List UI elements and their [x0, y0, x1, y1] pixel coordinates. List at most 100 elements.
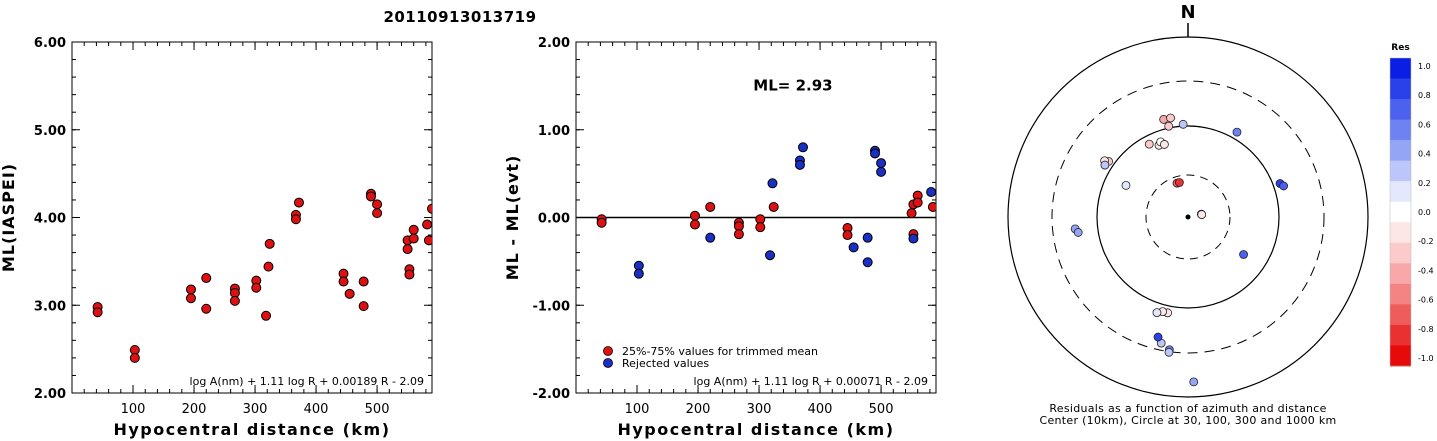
- data-point: [372, 199, 383, 210]
- legend-marker: [603, 358, 613, 368]
- station-marker: [1073, 228, 1083, 237]
- polar-caption-2: Center (10km), Circle at 30, 100, 300 an…: [1039, 414, 1336, 427]
- data-point: [293, 197, 304, 208]
- colorbar-cell: [1390, 324, 1411, 346]
- data-point: [912, 197, 923, 208]
- data-point: [876, 166, 887, 177]
- formula-text: log A(nm) + 1.11 log R + 0.00189 R - 2.0…: [190, 375, 424, 388]
- data-point: [264, 238, 275, 249]
- station-marker: [1189, 377, 1199, 387]
- station-marker: [1164, 121, 1174, 131]
- data-point: [402, 244, 413, 255]
- station-marker: [1174, 178, 1184, 187]
- station-marker: [1152, 308, 1162, 318]
- data-point: [290, 214, 301, 225]
- y-tick-label: -2.00: [533, 387, 570, 402]
- data-point: [926, 187, 936, 198]
- ring-300km: [1051, 80, 1325, 354]
- station-marker: [1178, 119, 1188, 129]
- y-tick-label: -1.00: [533, 299, 570, 314]
- colorbar-cell: [1390, 283, 1411, 305]
- data-point: [408, 233, 419, 244]
- page-title: 20110913013719: [383, 8, 537, 26]
- colorbar-tick-label: 0.2: [1418, 179, 1431, 188]
- station-marker: [1121, 180, 1131, 190]
- colorbar-cell: [1390, 304, 1411, 326]
- station-marker: [1153, 332, 1163, 342]
- data-point: [358, 276, 369, 287]
- data-point: [842, 230, 853, 241]
- legend-label: 25%-75% values for trimmed mean: [622, 345, 818, 358]
- data-point: [689, 210, 700, 221]
- colorbar-tick-label: -1.0: [1418, 354, 1434, 363]
- x-tick-label: 400: [304, 402, 329, 417]
- ml-annotation: ML= 2.93: [753, 76, 832, 94]
- y-tick-label: 1.00: [538, 124, 570, 139]
- data-point: [794, 159, 805, 170]
- data-point: [408, 224, 419, 235]
- data-point: [596, 217, 607, 228]
- y-tick-label: 6.00: [34, 36, 66, 51]
- colorbar-cell: [1390, 140, 1411, 162]
- data-point: [633, 268, 644, 279]
- station-marker: [1239, 250, 1248, 259]
- y-tick-label: 2.00: [538, 36, 570, 51]
- x-tick-label: 400: [808, 402, 833, 417]
- colorbar-frame: [1389, 57, 1412, 367]
- x-tick-label: 100: [121, 402, 146, 417]
- data-point: [358, 301, 369, 312]
- y-axis-label: ML(IASPEI): [0, 163, 18, 272]
- colorbar-cell: [1390, 78, 1411, 100]
- station-marker: [1100, 160, 1110, 170]
- points-layer: [596, 142, 936, 279]
- data-point: [422, 219, 432, 230]
- data-point: [261, 310, 272, 321]
- colorbar-title: Res: [1391, 43, 1409, 53]
- data-point: [92, 307, 103, 318]
- station-marker: [1232, 127, 1242, 137]
- colorbar-tick-label: -0.6: [1418, 296, 1434, 305]
- data-point: [876, 158, 887, 169]
- data-point: [755, 222, 766, 233]
- data-point: [251, 282, 262, 293]
- polar-caption-1: Residuals as a function of azimuth and d…: [1049, 402, 1326, 415]
- colorbar-cell: [1390, 160, 1411, 182]
- data-point: [869, 148, 880, 159]
- data-point: [263, 261, 274, 272]
- ring-30km: [1145, 174, 1231, 260]
- station-marker: [1160, 140, 1169, 149]
- x-axis-label: Hypocentral distance (km): [113, 420, 390, 439]
- formula-text: log A(nm) + 1.11 log R + 0.00071 R - 2.0…: [694, 375, 928, 388]
- data-point: [338, 276, 349, 287]
- y-tick-label: 4.00: [34, 212, 66, 227]
- data-point: [423, 235, 432, 246]
- colorbar-cell: [1390, 119, 1411, 141]
- data-point: [908, 233, 919, 244]
- station-marker: [1164, 347, 1174, 357]
- data-point: [797, 142, 808, 153]
- colorbar-tick-label: 0.0: [1418, 208, 1431, 217]
- data-point: [705, 201, 716, 212]
- y-tick-label: 5.00: [34, 124, 66, 139]
- data-point: [733, 229, 744, 240]
- panel-1: 2.00 3.00 4.00 5.00 6.00 100 200 300 400 500 Hypoc…: [0, 36, 433, 439]
- y-tick-label: 0.00: [538, 212, 570, 227]
- data-point: [404, 269, 415, 280]
- colorbar-cell: [1390, 58, 1411, 80]
- station-marker: [1166, 113, 1175, 123]
- ring-100km: [1096, 125, 1280, 309]
- north-label: N: [1180, 2, 1195, 23]
- station-marker: [1144, 139, 1154, 149]
- x-tick-label: 200: [686, 402, 711, 417]
- data-point: [848, 242, 859, 253]
- data-point: [344, 288, 355, 299]
- x-tick-label: 100: [625, 402, 650, 417]
- colorbar-cell: [1390, 222, 1411, 244]
- colorbar-cell: [1390, 345, 1411, 367]
- data-point: [862, 257, 873, 268]
- data-point: [201, 273, 212, 284]
- colorbar-tick-label: 0.6: [1418, 120, 1431, 129]
- data-point: [185, 293, 196, 304]
- colorbar-tick-label: -0.2: [1418, 237, 1434, 246]
